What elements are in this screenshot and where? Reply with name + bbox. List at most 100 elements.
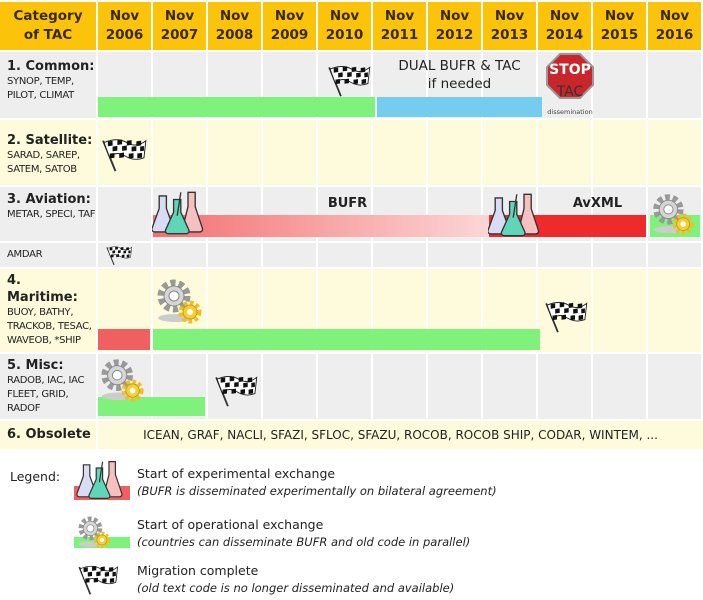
flasks-icon [152, 190, 206, 236]
grid-cell [373, 120, 426, 185]
legend-label: Migration complete [137, 563, 259, 578]
checkered-flag-icon [543, 298, 589, 334]
header-year: Nov 2006 [98, 2, 151, 50]
grid-cell [263, 354, 316, 419]
category-title: 6. Obsolete [7, 427, 91, 442]
category-title: 2. Satellite: [7, 133, 93, 148]
legend-item-migration-complete: Migration complete (old text code is no l… [137, 562, 454, 597]
grid-cell [648, 243, 701, 267]
flasks-icon [488, 192, 542, 238]
grid-cell [538, 354, 591, 419]
category-codes: BUOY, BATHY, TRACKOB, TESAC, WAVEOB, *SH… [7, 307, 92, 346]
header-year: Nov 2009 [263, 2, 316, 50]
category-title: 4. Maritime: [7, 273, 78, 305]
checkered-flag-icon [102, 244, 136, 266]
grid-cell [153, 120, 206, 185]
category-obsolete: 6. Obsolete [0, 421, 96, 449]
legend-label: Start of operational exchange [137, 517, 324, 532]
category-codes: METAR, SPECI, TAF [7, 209, 96, 220]
grid-cell [428, 354, 481, 419]
grid-cell [538, 243, 591, 267]
misc-operational-bar [98, 397, 205, 416]
header-category: Category of TAC [0, 2, 96, 50]
aviation-bufr-experimental-bar [153, 215, 489, 237]
category-codes: SYNOP, TEMP, PILOT, CLIMAT [7, 76, 74, 101]
grid-cell [428, 120, 481, 185]
grid-cell [648, 52, 701, 118]
grid-cell [538, 120, 591, 185]
header-year: Nov 2007 [153, 2, 206, 50]
grid-cell [648, 354, 701, 419]
category-aviation: 3. Aviation: METAR, SPECI, TAF [0, 187, 96, 241]
grid-cell [373, 354, 426, 419]
stop-tac-text: TAC [556, 84, 584, 100]
header-year: Nov 2015 [593, 2, 646, 50]
grid-cell [483, 120, 536, 185]
stop-text: STOP [549, 62, 591, 78]
grid-cell [593, 269, 646, 352]
gears-icon [650, 191, 696, 237]
category-misc: 5. Misc: RADOB, IAC, IAC FLEET, GRID, RAD… [0, 354, 96, 419]
category-codes: RADOB, IAC, IAC FLEET, GRID, RADOF [7, 375, 85, 414]
maritime-operational-bar [153, 329, 540, 350]
header-year: Nov 2008 [208, 2, 261, 50]
grid-cell [263, 243, 316, 267]
dual-label-line1: DUAL BUFR & TAC [398, 58, 521, 74]
grid-cell [208, 120, 261, 185]
legend-note: (countries can disseminate BUFR and old … [137, 535, 471, 549]
gears-icon [154, 276, 204, 326]
category-common: 1. Common: SYNOP, TEMP, PILOT, CLIMAT [0, 52, 96, 118]
category-codes: AMDAR [7, 249, 43, 260]
grid-cell [98, 187, 151, 241]
obsolete-codes: ICEAN, GRAF, NACLI, SFAZI, SFLOC, SFAZU,… [98, 421, 703, 449]
grid-cell [593, 120, 646, 185]
legend-note: (BUFR is disseminated experimentally on … [137, 484, 497, 498]
grid-cell [593, 52, 646, 118]
header-year: Nov 2012 [428, 2, 481, 50]
category-codes: SARAD, SAREP, SATEM, SATOB [7, 150, 80, 175]
legend-note: (old text code is no longer disseminated… [137, 581, 455, 595]
category-title: 3. Aviation: [7, 192, 91, 207]
category-satellite: 2. Satellite: SARAD, SAREP, SATEM, SATOB [0, 120, 96, 185]
grid-cell [318, 120, 371, 185]
header-year: Nov 2013 [483, 2, 536, 50]
header-year: Nov 2016 [648, 2, 701, 50]
header-year: Nov 2010 [318, 2, 371, 50]
dual-bufr-tac-label: DUAL BUFR & TAC if needed [377, 57, 542, 93]
common-operational-bar [98, 97, 375, 117]
grid-cell [263, 120, 316, 185]
grid-cell [483, 354, 536, 419]
legend-label: Start of experimental exchange [137, 466, 336, 481]
grid-cell [593, 354, 646, 419]
checkered-flag-icon [213, 372, 259, 408]
stop-tac-dissemination-icon: STOP TAC dissemination [543, 52, 597, 118]
grid-cell [373, 243, 426, 267]
grid-cell [318, 354, 371, 419]
header-year: Nov 2011 [373, 2, 426, 50]
checkered-flag-icon [326, 62, 372, 98]
common-dual-bar [377, 97, 542, 117]
stop-caption: dissemination [547, 108, 593, 116]
legend-title: Legend: [10, 469, 61, 484]
legend-item-operational: Start of operational exchange (countries … [137, 516, 470, 551]
category-maritime: 4. Maritime: BUOY, BATHY, TRACKOB, TESAC,… [0, 269, 96, 352]
checkered-flag-icon [74, 562, 122, 596]
gears-icon [76, 514, 112, 550]
legend-item-experimental: Start of experimental exchange (BUFR is d… [137, 465, 497, 500]
grid-cell [483, 243, 536, 267]
category-title: 5. Misc: [7, 358, 64, 373]
flasks-icon [76, 460, 126, 500]
checkered-flag-icon [100, 135, 148, 173]
grid-cell [153, 243, 206, 267]
category-amdar: AMDAR [0, 243, 96, 267]
grid-cell [428, 243, 481, 267]
dual-label-line2: if needed [427, 76, 492, 92]
bufr-label: BUFR [327, 196, 368, 211]
grid-cell [648, 269, 701, 352]
gears-icon [98, 356, 146, 404]
avxml-label: AvXML [572, 196, 623, 211]
grid-cell [318, 243, 371, 267]
grid-cell [593, 243, 646, 267]
grid-cell [208, 243, 261, 267]
grid-cell [648, 120, 701, 185]
